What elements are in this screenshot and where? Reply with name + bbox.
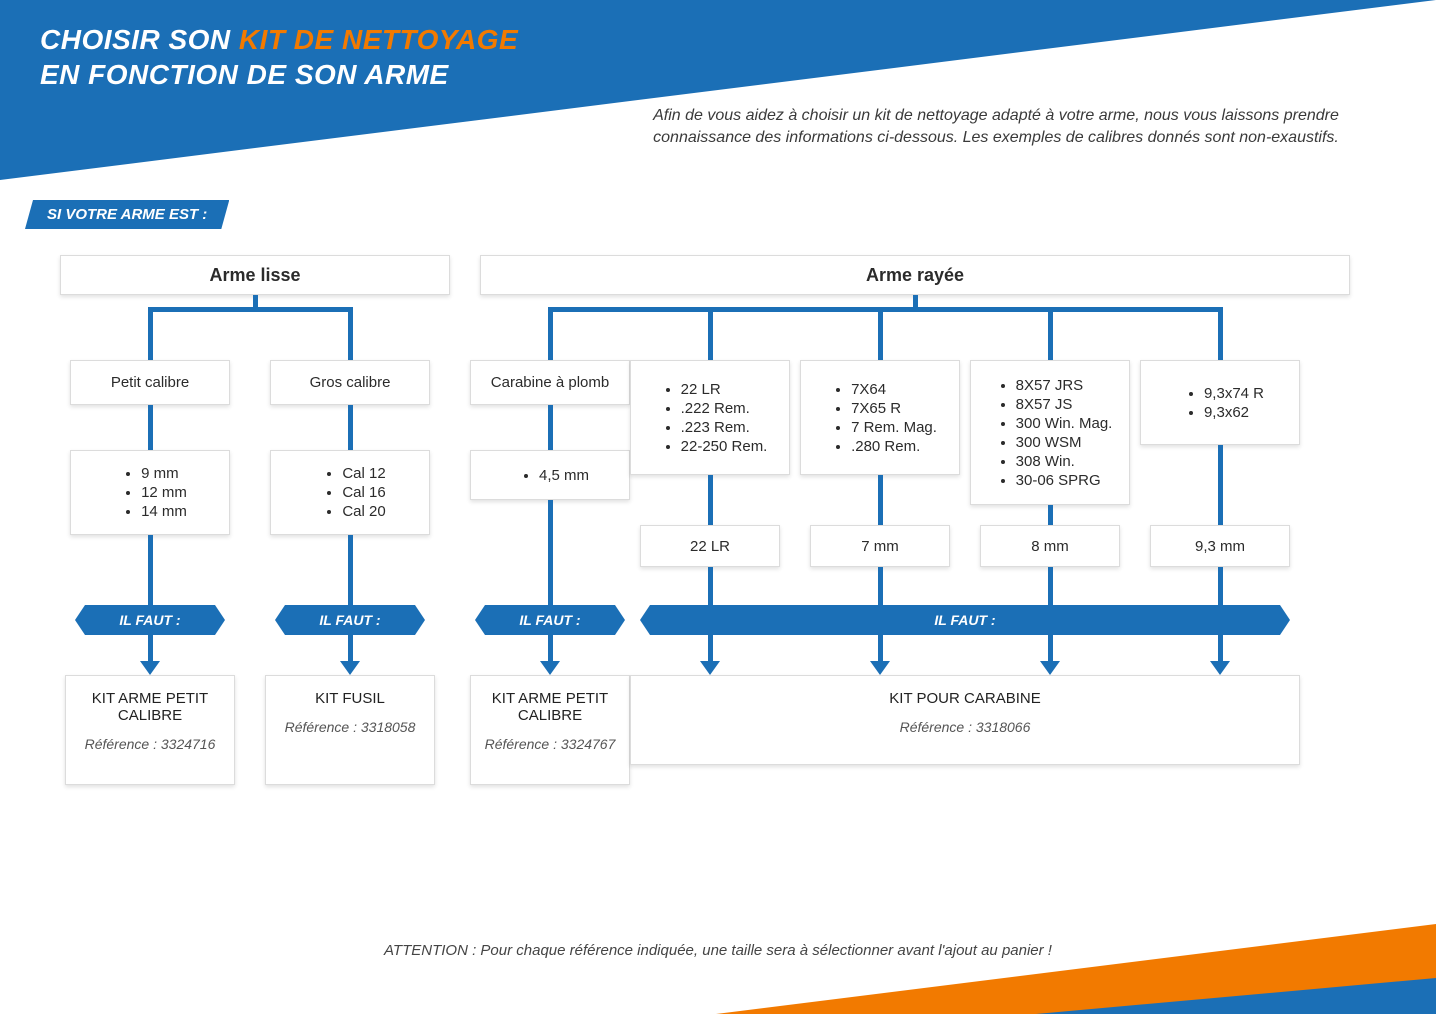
group-list-1: 7X647X65 R7 Rem. Mag..280 Rem. — [800, 360, 960, 475]
vline-g0-c — [708, 635, 713, 661]
arrow-petit — [140, 661, 160, 675]
vline-g1-c — [878, 635, 883, 661]
vline-gros-b — [348, 405, 353, 450]
arrow-plomb — [540, 661, 560, 675]
title-part1: CHOISIR SON — [40, 24, 239, 55]
intro-text: Afin de vous aidez à choisir un kit de n… — [616, 105, 1376, 148]
group-size-2: 8 mm — [980, 525, 1120, 567]
list-gros: Cal 12Cal 16Cal 20 — [270, 450, 430, 535]
ilfaut-plomb: IL FAUT : — [475, 605, 625, 635]
vline-gros-c — [348, 535, 353, 605]
vline-g2-c — [1048, 635, 1053, 661]
title-accent: KIT DE NETTOYAGE — [239, 24, 518, 55]
vline-plomb-d — [548, 635, 553, 661]
vline-petit-d — [148, 635, 153, 661]
header-rayee: Arme rayée — [480, 255, 1350, 295]
vline-rayee-0 — [548, 307, 553, 360]
page-title: CHOISIR SON KIT DE NETTOYAGE EN FONCTION… — [40, 22, 518, 92]
vline-lisse-root — [253, 295, 258, 309]
vline-g0-a — [708, 475, 713, 525]
arrow-g3 — [1210, 661, 1230, 675]
result-gros: KIT FUSILRéférence : 3318058 — [265, 675, 435, 785]
result-petit: KIT ARME PETIT CALIBRERéférence : 332471… — [65, 675, 235, 785]
label-plomb: Carabine à plomb — [470, 360, 630, 405]
group-size-3: 9,3 mm — [1150, 525, 1290, 567]
vline-gros-a — [348, 307, 353, 360]
group-size-1: 7 mm — [810, 525, 950, 567]
vline-petit-b — [148, 405, 153, 450]
ilfaut-petit: IL FAUT : — [75, 605, 225, 635]
vline-g3-c — [1218, 635, 1223, 661]
arrow-g1 — [870, 661, 890, 675]
group-list-2: 8X57 JRS8X57 JS300 Win. Mag.300 WSM308 W… — [970, 360, 1130, 505]
header-lisse: Arme lisse — [60, 255, 450, 295]
vline-g1-a — [878, 475, 883, 525]
hline-lisse — [150, 307, 350, 312]
label-gros: Gros calibre — [270, 360, 430, 405]
section-label: SI VOTRE ARME EST : — [25, 200, 229, 229]
ilfaut-gros: IL FAUT : — [275, 605, 425, 635]
title-part2: EN FONCTION DE SON ARME — [40, 59, 449, 90]
corner-blue — [1036, 978, 1436, 1014]
vline-petit-c — [148, 535, 153, 605]
vline-plomb-c — [548, 500, 553, 605]
vline-rayee-root — [913, 295, 918, 309]
vline-rayee-3 — [1048, 307, 1053, 360]
arrow-g2 — [1040, 661, 1060, 675]
vline-petit-a — [148, 307, 153, 360]
list-petit: 9 mm12 mm14 mm — [70, 450, 230, 535]
flowchart: Arme lisse Petit calibre 9 mm12 mm14 mm IL … — [50, 255, 1386, 894]
list-plomb: 4,5 mm — [470, 450, 630, 500]
vline-rayee-2 — [878, 307, 883, 360]
group-list-3: 9,3x74 R9,3x62 — [1140, 360, 1300, 445]
vline-rayee-1 — [708, 307, 713, 360]
ilfaut-carabine: IL FAUT : — [640, 605, 1290, 635]
arrow-gros — [340, 661, 360, 675]
group-size-0: 22 LR — [640, 525, 780, 567]
hline-rayee — [550, 307, 1220, 312]
result-carabine: KIT POUR CARABINERéférence : 3318066 — [630, 675, 1300, 765]
vline-plomb-b — [548, 405, 553, 450]
vline-gros-d — [348, 635, 353, 661]
result-plomb: KIT ARME PETIT CALIBRERéférence : 332476… — [470, 675, 630, 785]
vline-g2-a — [1048, 505, 1053, 525]
vline-rayee-4 — [1218, 307, 1223, 360]
group-list-0: 22 LR.222 Rem..223 Rem.22-250 Rem. — [630, 360, 790, 475]
vline-g3-a — [1218, 445, 1223, 525]
label-petit: Petit calibre — [70, 360, 230, 405]
arrow-g0 — [700, 661, 720, 675]
